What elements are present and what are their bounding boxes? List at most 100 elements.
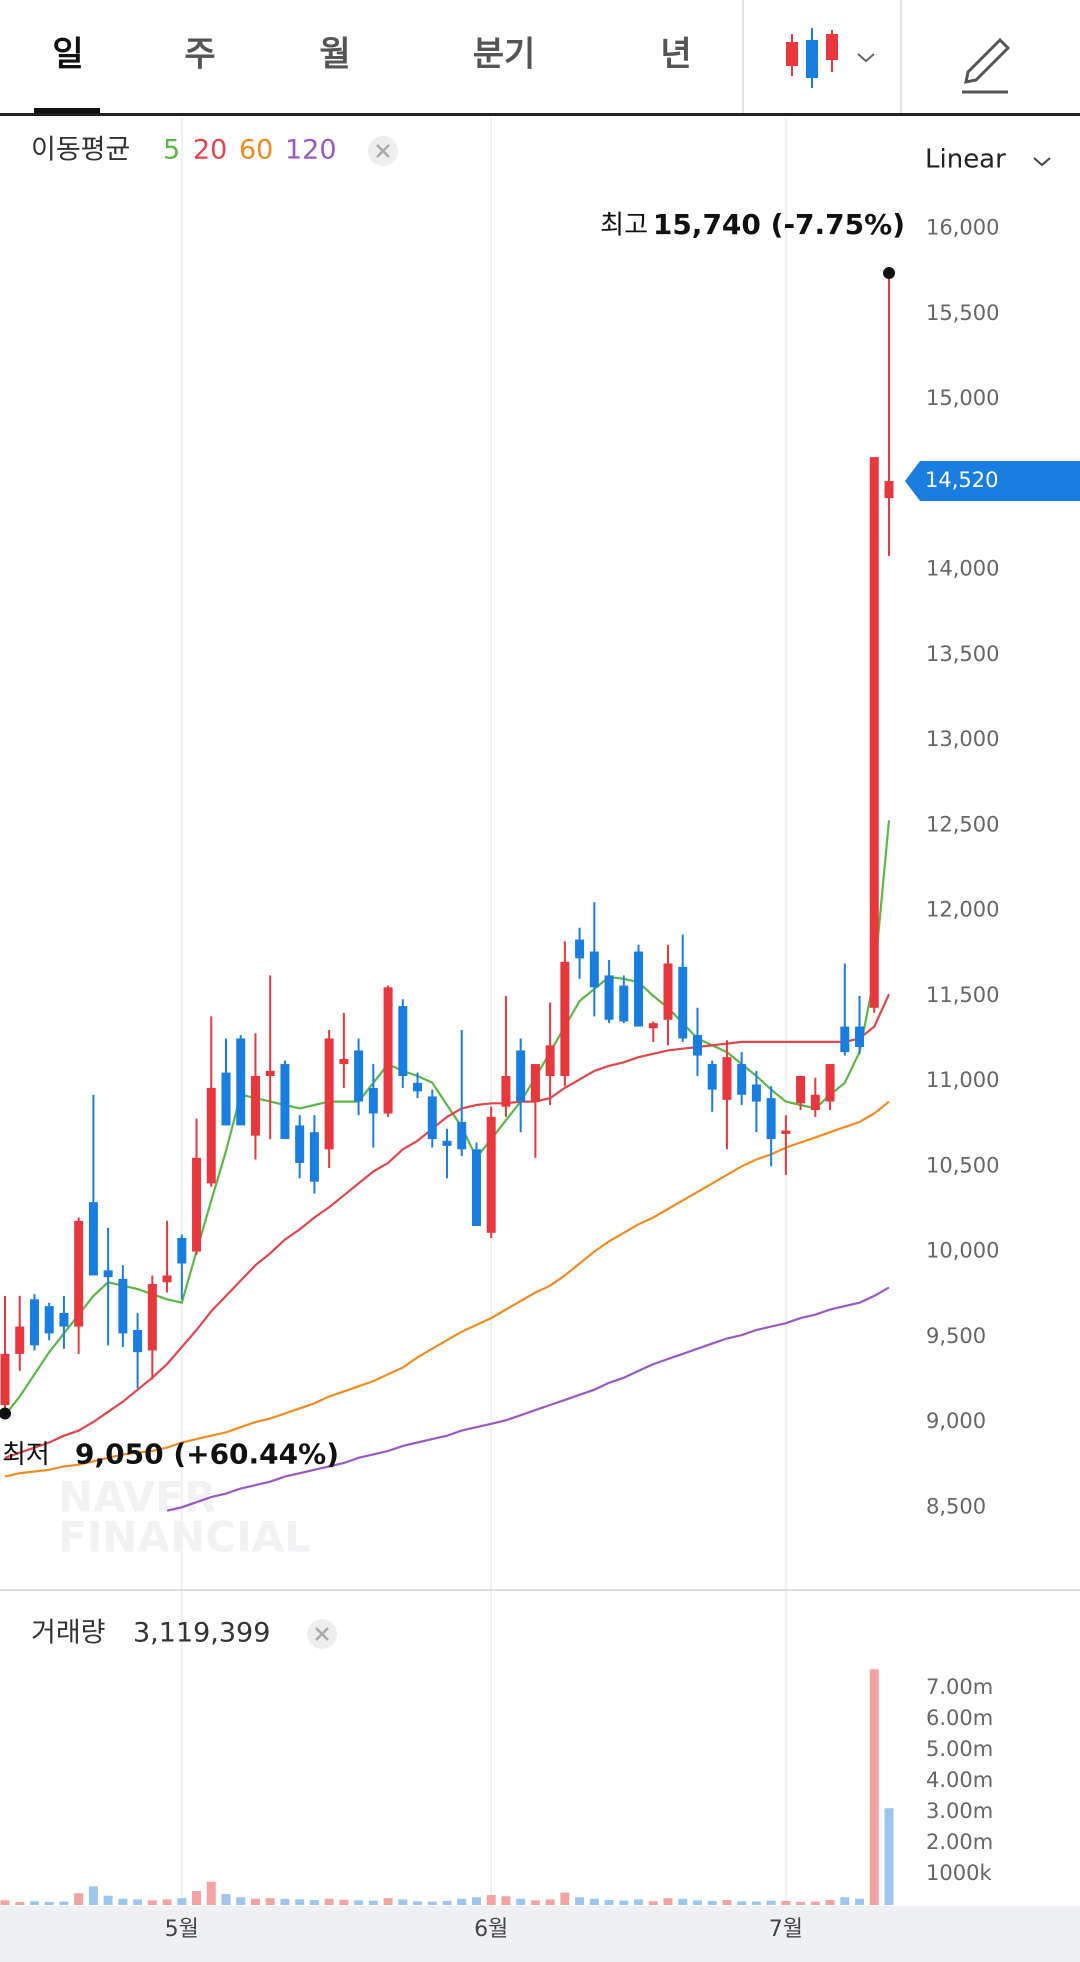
candle-body (869, 457, 879, 1008)
volume-bar (295, 1899, 305, 1905)
candle-body (339, 1058, 349, 1065)
chart-style-button[interactable] (786, 28, 875, 88)
moving-average-line (166, 1286, 890, 1512)
volume-bar (103, 1895, 113, 1905)
candle-body (162, 1275, 172, 1283)
candle-body (295, 1125, 305, 1163)
volume-bar (692, 1900, 702, 1905)
candle-body (457, 1122, 467, 1150)
volume-bar (309, 1900, 319, 1905)
moving-average-line (4, 993, 891, 1459)
y-tick-label: 3.00m (926, 1799, 993, 1823)
candle-body (59, 1312, 69, 1327)
candle-body (692, 1035, 702, 1056)
watermark: FINANCIAL (58, 1513, 311, 1562)
candle-body (324, 1038, 334, 1150)
high-prefix: 최고 (600, 211, 648, 241)
candle-body (575, 939, 585, 959)
scale-selector[interactable]: Linear (925, 145, 1006, 175)
volume-bar (884, 1808, 894, 1905)
candle-body (265, 1070, 275, 1076)
candle-body (88, 1202, 98, 1276)
candle-body (280, 1064, 290, 1140)
tab[interactable]: 주 (184, 35, 215, 75)
y-tick-label: 14,000 (926, 557, 999, 581)
candle-body (192, 1157, 202, 1252)
candle-body (663, 963, 673, 1020)
candle-body (840, 1026, 850, 1053)
volume-bar (575, 1897, 585, 1905)
candle-body (206, 1087, 216, 1184)
y-tick-label: 1000k (926, 1861, 992, 1885)
legend-entry: 120 (285, 135, 337, 166)
y-tick-label: 15,500 (926, 301, 999, 325)
y-tick-label: 15,000 (926, 386, 999, 410)
candle-body (589, 951, 599, 988)
candle-body (545, 1045, 555, 1076)
dropdown-icon (1033, 157, 1051, 167)
volume-bar (29, 1901, 39, 1905)
volume-bar (751, 1901, 761, 1905)
tab[interactable]: 일 (52, 35, 83, 75)
volume-bar (339, 1899, 349, 1905)
y-tick-label: 10,000 (926, 1239, 999, 1263)
volume-bar (324, 1898, 334, 1905)
volume-bar (825, 1900, 835, 1905)
volume-bar (471, 1897, 481, 1905)
y-tick-label: 16,000 (926, 216, 999, 240)
volume-bar (0, 1900, 10, 1905)
volume-bar (265, 1898, 275, 1905)
close-icon (315, 1627, 329, 1641)
tab[interactable]: 월 (319, 35, 350, 75)
candle-body (250, 1075, 260, 1136)
volume-bar (118, 1898, 128, 1905)
volume-title: 거래량 (31, 1618, 106, 1649)
volume-bar (663, 1898, 673, 1905)
y-tick-label: 10,500 (926, 1153, 999, 1177)
volume-bar (560, 1892, 570, 1905)
y-tick-label: 7.00m (926, 1675, 993, 1699)
volume-bar (162, 1899, 172, 1905)
high-marker (883, 267, 895, 280)
candle-body (74, 1220, 84, 1327)
candle-body (398, 1006, 408, 1076)
volume-bar (147, 1900, 157, 1905)
y-tick-label: 2.00m (926, 1830, 993, 1854)
volume-bar (810, 1901, 820, 1905)
y-tick-label: 9,000 (926, 1409, 986, 1433)
y-tick-label: 12,000 (926, 898, 999, 922)
volume-bar (737, 1901, 747, 1905)
x-tick-label: 6월 (474, 1917, 508, 1942)
candle-body (810, 1094, 820, 1111)
volume-bar (869, 1669, 879, 1905)
y-tick-label: 6.00m (926, 1706, 993, 1730)
volume-bar (722, 1900, 732, 1905)
volume-bar (634, 1899, 644, 1905)
volume-bar (589, 1898, 599, 1905)
tab[interactable]: 분기 (473, 35, 536, 75)
candle-body (427, 1096, 437, 1140)
volume-bar (413, 1901, 423, 1905)
tab-underline (34, 108, 100, 114)
watermark: NAVER (58, 1473, 216, 1522)
y-tick-label: 12,500 (926, 812, 999, 836)
x-axis-strip (0, 1906, 1080, 1962)
candle-body (707, 1064, 717, 1090)
y-tick-label: 13,500 (926, 642, 999, 666)
volume-bar (781, 1900, 791, 1905)
candle-body (236, 1038, 246, 1126)
candle-body (383, 987, 393, 1114)
tab[interactable]: 년 (660, 35, 691, 75)
volume-bar (280, 1898, 290, 1905)
draw-button[interactable] (962, 37, 1011, 94)
volume-bar (427, 1901, 437, 1905)
volume-value: 3,119,399 (133, 1618, 270, 1649)
legend-entry: 60 (239, 135, 273, 166)
volume-bar (221, 1894, 231, 1905)
moving-average-line (4, 1100, 890, 1478)
candle-body (309, 1132, 319, 1182)
candle-body (221, 1072, 231, 1126)
candle-body (147, 1283, 157, 1351)
